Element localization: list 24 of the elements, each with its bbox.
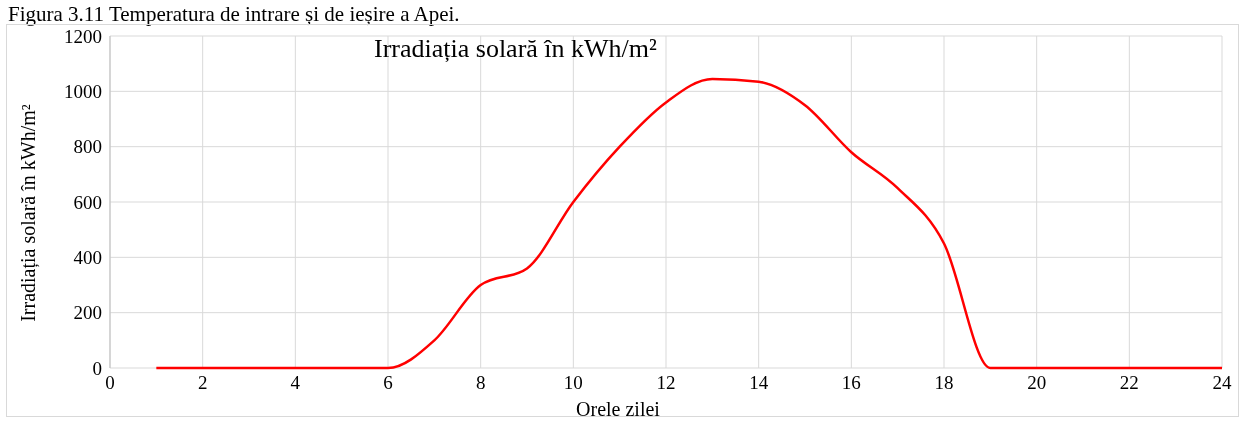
x-tick-label: 24 [1212, 372, 1232, 394]
x-tick-label: 8 [475, 372, 486, 394]
x-tick-label: 20 [1027, 372, 1047, 394]
x-tick-label: 22 [1119, 372, 1139, 394]
y-tick-label: 200 [73, 302, 102, 324]
x-tick-label: 6 [383, 372, 393, 394]
x-tick-label: 12 [656, 372, 676, 394]
y-axis-title: Irradiația solară în kWh/m² [16, 104, 40, 322]
x-tick-label: 4 [290, 372, 301, 394]
x-tick-label: 14 [749, 372, 769, 394]
x-tick-label: 2 [197, 372, 208, 394]
y-tick-label: 1000 [64, 81, 102, 103]
y-tick-label: 0 [92, 357, 102, 379]
x-tick-label: 10 [563, 372, 583, 394]
x-tick-label: 18 [934, 372, 954, 394]
text: Figura 3.11 Temperatura de intrare și de ieșire a Apei. [8, 2, 460, 27]
chart-title: Irradiația solară în kWh/m² [374, 34, 657, 64]
y-tick-label: 400 [73, 247, 102, 269]
x-tick-label: 16 [841, 372, 861, 394]
y-tick-label: 600 [73, 191, 102, 213]
y-tick-label: 1200 [64, 25, 102, 47]
y-tick-label: 800 [73, 136, 102, 158]
x-axis-title: Orele zilei [575, 398, 661, 421]
line-series [155, 77, 1224, 370]
